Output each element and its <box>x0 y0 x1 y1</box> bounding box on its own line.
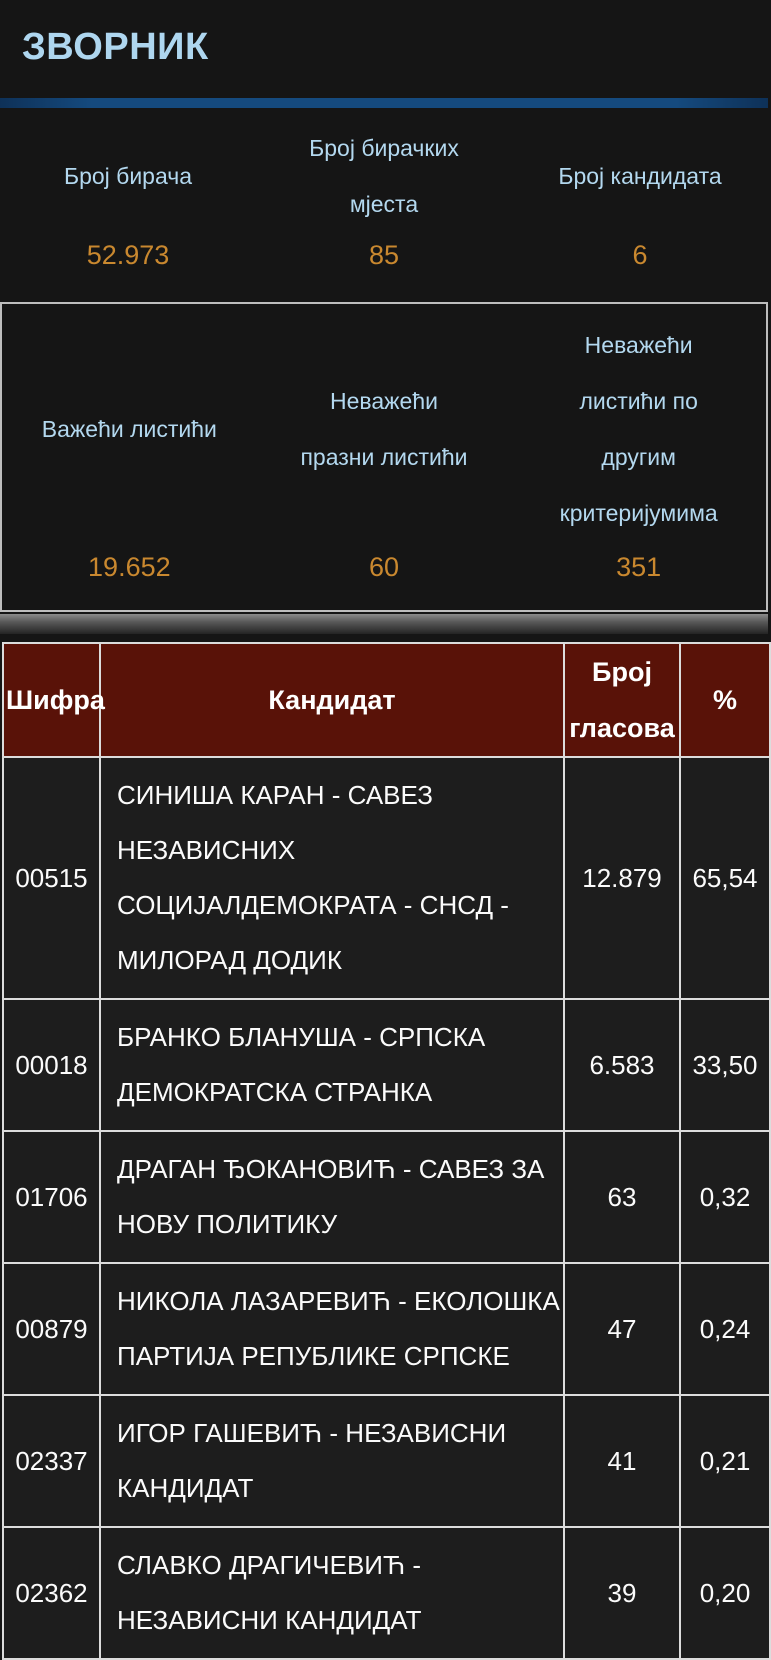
cell-votes: 41 <box>563 1394 681 1528</box>
summary-section-voters: Број бирача Број бирачких мјеста Број ка… <box>0 108 768 302</box>
cell-votes: 12.879 <box>563 756 681 1000</box>
results-table: Шифра Кандидат Број гласова % 00515 СИНИ… <box>2 642 771 1660</box>
stat-label-invalid-other-ballots: Неважећи листићи по другим критеријумима <box>559 332 718 526</box>
stat-label-valid-ballots: Важећи листићи <box>41 416 217 442</box>
cell-votes: 47 <box>563 1262 681 1396</box>
cell-code: 00018 <box>2 998 101 1132</box>
stat-value-voters: 52.973 <box>86 240 170 270</box>
stat-value-invalid-other-ballots: 351 <box>616 552 662 582</box>
cell-candidate: НИКОЛА ЛАЗАРЕВИЋ - ЕКОЛОШКА ПАРТИЈА РЕПУ… <box>99 1262 565 1396</box>
cell-percent: 0,21 <box>679 1394 771 1528</box>
cell-percent: 0,32 <box>679 1130 771 1264</box>
results-table-header: Шифра Кандидат Број гласова % <box>2 642 771 758</box>
column-header-code: Шифра <box>2 642 105 758</box>
table-row: 01706 ДРАГАН ЂОКАНОВИЋ - САВЕЗ ЗА НОВУ П… <box>2 1130 771 1264</box>
summary-section-ballots: Важећи листићи Неважећи празни листићи Н… <box>0 302 768 612</box>
cell-candidate: ИГОР ГАШЕВИЋ - НЕЗАВИСНИ КАНДИДАТ <box>99 1394 565 1528</box>
stat-label-candidates: Број кандидата <box>558 163 722 189</box>
divider-bar <box>0 614 768 634</box>
stat-value-invalid-blank-ballots: 60 <box>368 552 400 582</box>
column-header-votes: Број гласова <box>563 642 681 758</box>
cell-candidate: СИНИША КАРАН - САВЕЗ НЕЗАВИСНИХ СОЦИЈАЛД… <box>99 756 565 1000</box>
stat-value-valid-ballots: 19.652 <box>88 552 171 582</box>
table-row: 00018 БРАНКО БЛАНУША - СРПСКА ДЕМОКРАТСК… <box>2 998 771 1132</box>
cell-votes: 6.583 <box>563 998 681 1132</box>
table-row: 00515 СИНИША КАРАН - САВЕЗ НЕЗАВИСНИХ СО… <box>2 756 771 1000</box>
cell-code: 02337 <box>2 1394 101 1528</box>
stat-value-candidates: 6 <box>632 240 648 270</box>
cell-votes: 63 <box>563 1130 681 1264</box>
cell-code: 01706 <box>2 1130 101 1264</box>
cell-code: 00515 <box>2 756 101 1000</box>
cell-code: 00879 <box>2 1262 101 1396</box>
cell-candidate: БРАНКО БЛАНУША - СРПСКА ДЕМОКРАТСКА СТРА… <box>99 998 565 1132</box>
cell-percent: 0,20 <box>679 1526 771 1660</box>
cell-percent: 65,54 <box>679 756 771 1000</box>
summary-labels-row: Број бирача Број бирачких мјеста Број ка… <box>0 108 768 232</box>
cell-code: 02362 <box>2 1526 101 1660</box>
cell-candidate: ДРАГАН ЂОКАНОВИЋ - САВЕЗ ЗА НОВУ ПОЛИТИК… <box>99 1130 565 1264</box>
stat-value-polling-stations: 85 <box>368 240 400 270</box>
cell-percent: 0,24 <box>679 1262 771 1396</box>
column-header-percent: % <box>679 642 771 758</box>
column-header-candidate: Кандидат <box>99 642 565 758</box>
stat-label-invalid-blank-ballots: Неважећи празни листићи <box>300 388 468 470</box>
ballots-labels-row: Важећи листићи Неважећи празни листићи Н… <box>2 312 766 546</box>
page-title: ЗВОРНИК <box>22 26 209 68</box>
stat-label-polling-stations: Број бирачких мјеста <box>309 135 459 217</box>
table-row: 02362 СЛАВКО ДРАГИЧЕВИЋ - НЕЗАВИСНИ КАНД… <box>2 1526 771 1660</box>
stat-label-voters: Број бирача <box>63 163 193 189</box>
summary-values-row: 52.973 85 6 <box>0 238 768 302</box>
cell-percent: 33,50 <box>679 998 771 1132</box>
accent-bar <box>0 98 768 108</box>
cell-candidate: СЛАВКО ДРАГИЧЕВИЋ - НЕЗАВИСНИ КАНДИДАТ <box>99 1526 565 1660</box>
cell-votes: 39 <box>563 1526 681 1660</box>
table-row: 00879 НИКОЛА ЛАЗАРЕВИЋ - ЕКОЛОШКА ПАРТИЈ… <box>2 1262 771 1396</box>
table-row: 02337 ИГОР ГАШЕВИЋ - НЕЗАВИСНИ КАНДИДАТ … <box>2 1394 771 1528</box>
ballots-values-row: 19.652 60 351 <box>2 550 766 584</box>
